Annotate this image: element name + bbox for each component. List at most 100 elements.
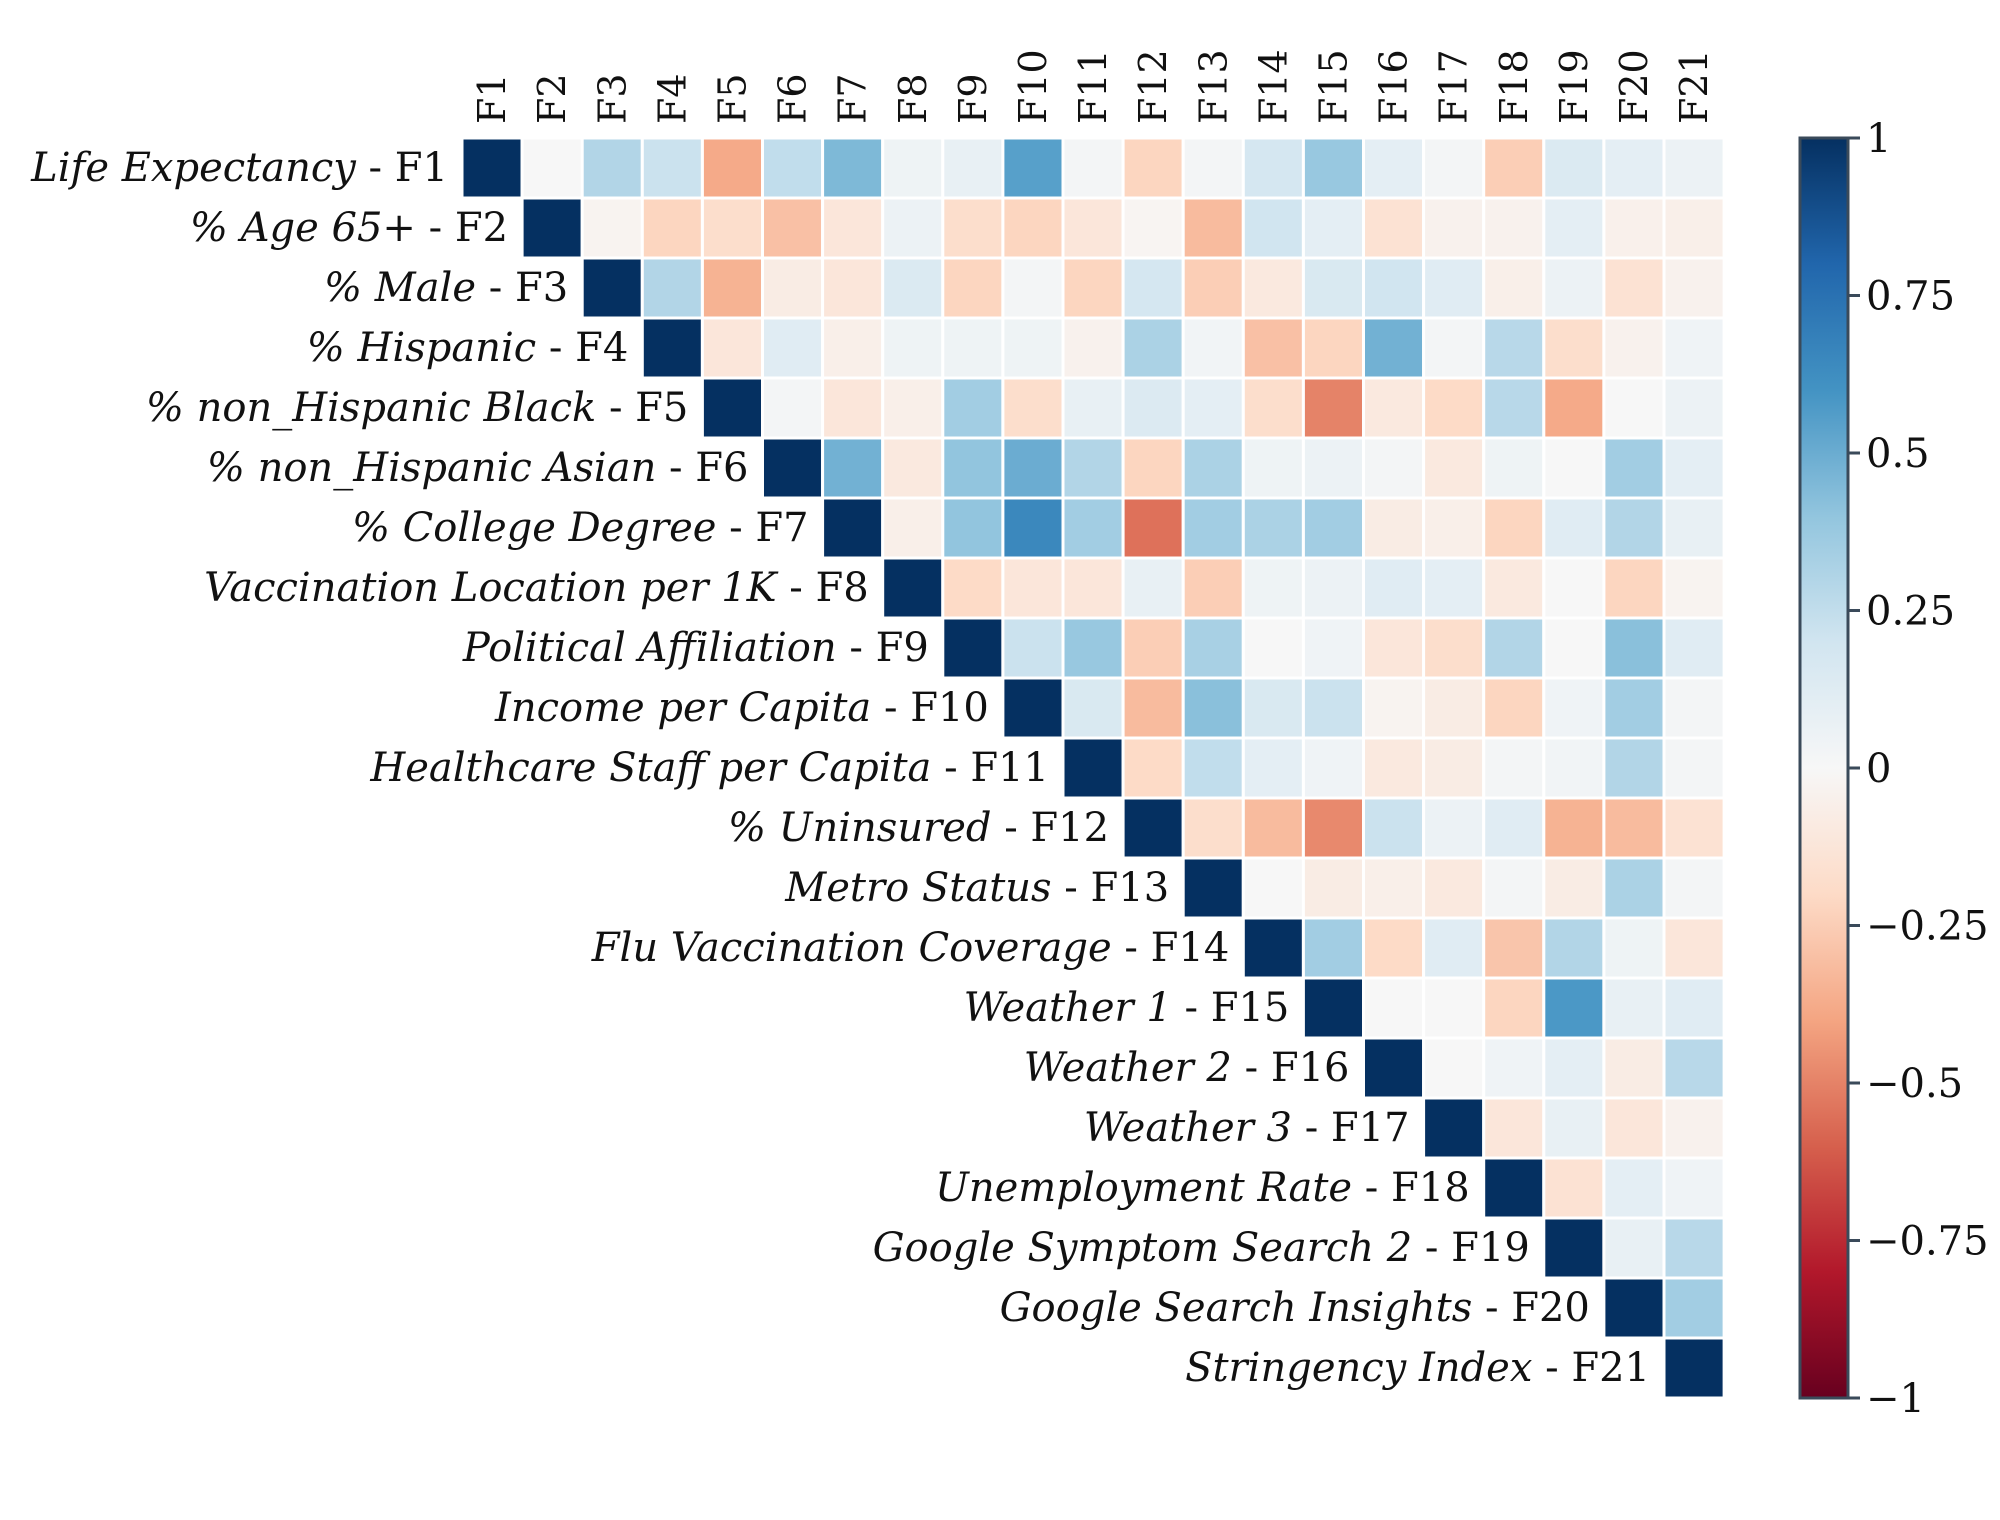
heatmap-cell-F11-F13	[1181, 736, 1245, 800]
heatmap-cell-F1-F20	[1602, 136, 1666, 200]
heatmap-cell-F6-F20	[1602, 436, 1666, 500]
heatmap-cell-F4-F17	[1422, 316, 1486, 380]
row-label-code: - F8	[777, 565, 869, 611]
row-label-name: Life Expectancy	[30, 145, 357, 191]
heatmap-cell-F8-F11	[1061, 556, 1125, 620]
heatmap-cell-F6-F17	[1422, 436, 1486, 500]
heatmap-cell-F12-F17	[1422, 796, 1486, 860]
row-label-F5: % non_Hispanic Black - F5	[146, 385, 689, 431]
row-label-F2: % Age 65+ - F2	[190, 205, 508, 251]
row-label-name: % College Degree	[352, 505, 716, 551]
heatmap-cell-F2-F13	[1181, 196, 1245, 260]
heatmap-cell-F4-F6	[761, 316, 825, 380]
heatmap-cell-F4-F4	[640, 316, 704, 380]
heatmap-cell-F7-F16	[1362, 496, 1426, 560]
heatmap-cell-F3-F4	[640, 256, 704, 320]
column-label-F8: F8	[891, 73, 935, 124]
heatmap-cell-F20-F21	[1662, 1276, 1726, 1340]
heatmap-cell-F15-F20	[1602, 976, 1666, 1040]
heatmap-cell-F2-F19	[1542, 196, 1606, 260]
heatmap-cell-F13-F15	[1301, 856, 1366, 920]
heatmap-cell-F2-F16	[1362, 196, 1426, 260]
heatmap-cell-F5-F7	[821, 376, 885, 440]
heatmap-cell-F11-F14	[1241, 736, 1305, 800]
row-label-code: - F14	[1112, 925, 1230, 971]
colorbar-tick-label: −0.5	[1866, 1061, 1963, 1107]
heatmap-cell-F5-F9	[941, 376, 1005, 440]
row-label-name: Flu Vaccination Coverage	[591, 925, 1112, 971]
row-label-code: - F18	[1352, 1165, 1470, 1211]
heatmap-cell-F3-F6	[761, 256, 825, 320]
heatmap-cell-F19-F21	[1662, 1216, 1726, 1280]
heatmap-cell-F14-F17	[1422, 916, 1486, 980]
colorbar-gradient	[1798, 136, 1850, 1400]
row-label-name: Vaccination Location per 1K	[204, 565, 779, 611]
row-label-F6: % non_Hispanic Asian - F6	[207, 445, 749, 491]
heatmap-cell-F3-F20	[1602, 256, 1666, 320]
column-label-F17: F17	[1432, 49, 1476, 124]
heatmap-cell-F12-F16	[1362, 796, 1426, 860]
heatmap-cell-F5-F5	[700, 376, 765, 440]
heatmap-cell-F2-F14	[1241, 196, 1305, 260]
heatmap-cell-F12-F13	[1181, 796, 1245, 860]
heatmap-cell-F5-F14	[1241, 376, 1305, 440]
heatmap-cell-F16-F19	[1542, 1036, 1606, 1100]
heatmap-cell-F4-F13	[1181, 316, 1245, 380]
heatmap-cell-F6-F16	[1362, 436, 1426, 500]
column-label-F5: F5	[710, 73, 754, 124]
heatmap-cell-F18-F19	[1542, 1156, 1606, 1220]
heatmap-cell-F10-F10	[1001, 676, 1065, 740]
heatmap-cell-F2-F7	[821, 196, 885, 260]
heatmap-cell-F5-F20	[1602, 376, 1666, 440]
row-label-F17: Weather 3 - F17	[1084, 1105, 1410, 1151]
heatmap-cell-F11-F21	[1662, 736, 1726, 800]
heatmap-cell-F12-F12	[1121, 796, 1185, 860]
heatmap-cell-F11-F11	[1061, 736, 1125, 800]
heatmap-cell-F15-F18	[1482, 976, 1546, 1040]
heatmap-cell-F10-F16	[1362, 676, 1426, 740]
heatmap-cell-F8-F20	[1602, 556, 1666, 620]
row-label-F14: Flu Vaccination Coverage - F14	[591, 925, 1230, 971]
heatmap-cell-F9-F20	[1602, 616, 1666, 680]
row-label-code: - F13	[1052, 865, 1170, 911]
row-label-name: Weather 3	[1084, 1105, 1292, 1151]
heatmap-cell-F4-F5	[700, 316, 765, 380]
heatmap-cell-F7-F18	[1482, 496, 1546, 560]
row-label-name: Weather 1	[964, 985, 1172, 1031]
column-label-F10: F10	[1011, 49, 1055, 124]
heatmap-cell-F2-F18	[1482, 196, 1546, 260]
row-label-F8: Vaccination Location per 1K - F8	[204, 565, 869, 611]
column-label-F2: F2	[530, 73, 574, 124]
heatmap-cell-F6-F14	[1241, 436, 1305, 500]
heatmap-cell-F17-F21	[1662, 1096, 1726, 1160]
heatmap-cell-F2-F9	[941, 196, 1005, 260]
heatmap-cell-F7-F17	[1422, 496, 1486, 560]
heatmap-cell-F1-F8	[881, 136, 945, 200]
heatmap-cell-F3-F12	[1121, 256, 1185, 320]
heatmap-cell-F17-F18	[1482, 1096, 1546, 1160]
heatmap-cell-F8-F15	[1301, 556, 1366, 620]
column-label-F4: F4	[650, 73, 694, 124]
heatmap-cell-F4-F18	[1482, 316, 1546, 380]
heatmap-cell-F16-F21	[1662, 1036, 1726, 1100]
heatmap-cell-F9-F15	[1301, 616, 1366, 680]
heatmap-cell-F17-F20	[1602, 1096, 1666, 1160]
heatmap-cell-F6-F12	[1121, 436, 1185, 500]
row-label-code: - F11	[931, 745, 1049, 791]
row-label-name: Weather 2	[1024, 1045, 1232, 1091]
heatmap-cell-F7-F12	[1121, 496, 1185, 560]
heatmap-cell-F1-F12	[1121, 136, 1185, 200]
heatmap-cell-F6-F9	[941, 436, 1005, 500]
heatmap-cell-F16-F16	[1362, 1036, 1426, 1100]
heatmap-cell-F8-F19	[1542, 556, 1606, 620]
heatmap-cell-F10-F21	[1662, 676, 1726, 740]
heatmap-cell-F8-F13	[1181, 556, 1245, 620]
heatmap-cell-F15-F15	[1301, 976, 1366, 1040]
heatmap-cell-F4-F14	[1241, 316, 1305, 380]
heatmap-cell-F4-F20	[1602, 316, 1666, 380]
heatmap-cell-F8-F21	[1662, 556, 1726, 620]
heatmap-cell-F7-F20	[1602, 496, 1666, 560]
heatmap-cell-F7-F13	[1181, 496, 1245, 560]
heatmap-cell-F13-F16	[1362, 856, 1426, 920]
heatmap-cell-F5-F8	[881, 376, 945, 440]
